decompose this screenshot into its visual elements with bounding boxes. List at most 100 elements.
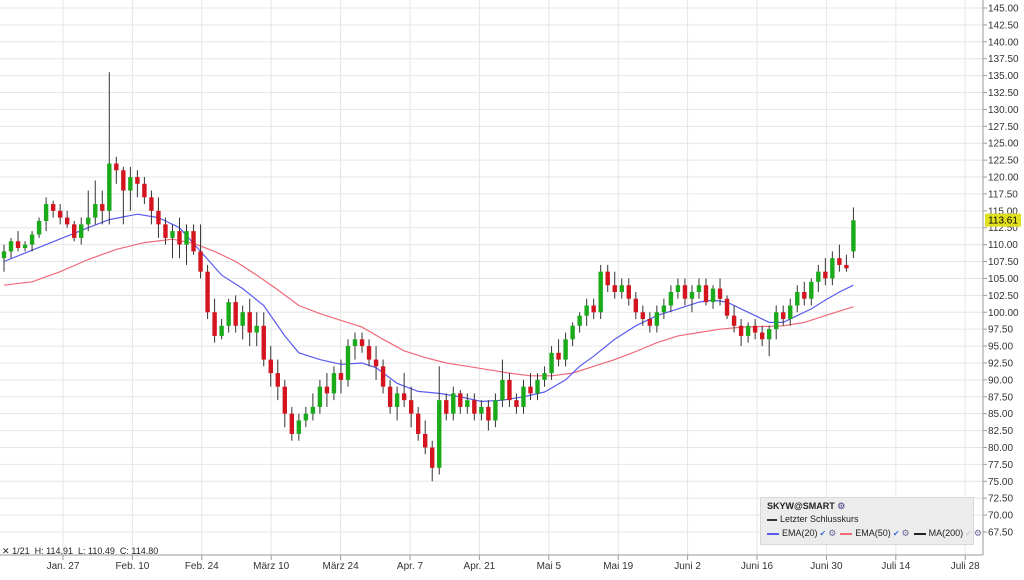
- info-close: C: 114.80: [119, 546, 159, 556]
- candle-body: [423, 433, 428, 448]
- candle: [57, 204, 63, 225]
- candle-body: [275, 373, 280, 387]
- candle-body: [612, 285, 617, 292]
- candle: [507, 373, 512, 407]
- x-axis-ticks: Jan. 27 Feb. 10 Feb. 24 März 10 März 24 Apr. …: [47, 555, 980, 572]
- candle-body: [93, 204, 98, 218]
- gear-icon[interactable]: ⚙: [973, 528, 982, 538]
- y-tick-label: 140.00: [988, 37, 1019, 48]
- candle: [542, 366, 547, 387]
- close-icon[interactable]: ✕: [2, 546, 10, 556]
- candle: [135, 170, 140, 198]
- candle-body: [584, 305, 589, 316]
- candle-body: [844, 264, 849, 269]
- y-tick-label: 67.50: [988, 528, 1013, 539]
- x-tick-label: März 24: [323, 561, 360, 572]
- check-icon[interactable]: ✔: [965, 529, 972, 538]
- candle: [387, 379, 393, 414]
- candle-body: [528, 386, 533, 394]
- legend-ema20-label[interactable]: EMA(20): [782, 528, 818, 538]
- candle: [86, 190, 91, 232]
- candle-body: [682, 285, 688, 299]
- y-axis-ticks: 145.00 142.50 140.00 137.50 135.00 132.50 130.…: [983, 4, 1019, 539]
- candle-body: [254, 325, 259, 333]
- candle: [479, 400, 484, 421]
- candle-body: [465, 400, 470, 407]
- candle-body: [135, 177, 140, 184]
- x-tick-label: Juni 16: [741, 561, 774, 572]
- candle-body: [415, 413, 421, 434]
- candle-body: [72, 224, 77, 238]
- candle: [324, 373, 330, 407]
- candle: [107, 72, 112, 225]
- candle: [184, 224, 189, 265]
- gear-icon[interactable]: ⚙: [901, 528, 910, 538]
- candle-body: [837, 258, 842, 265]
- legend-symbol: SKYW@SMART: [767, 501, 835, 511]
- candle: [563, 332, 568, 367]
- candle: [759, 325, 765, 347]
- candle-body: [556, 352, 561, 360]
- candle: [612, 271, 617, 299]
- candle: [837, 244, 842, 272]
- candle-body: [310, 406, 316, 414]
- y-tick-label: 87.50: [988, 392, 1013, 403]
- candle-body: [366, 346, 372, 360]
- y-tick-label: 110.00: [988, 240, 1018, 251]
- candle: [8, 237, 14, 259]
- gear-icon[interactable]: ⚙: [837, 501, 846, 511]
- candle-body: [22, 244, 28, 249]
- candle: [163, 217, 168, 245]
- candle: [247, 298, 252, 347]
- check-icon[interactable]: ✔: [819, 529, 827, 538]
- candle-body: [689, 291, 695, 299]
- x-tick-label: Mai 19: [603, 561, 633, 572]
- x-tick-label: Juli 28: [951, 561, 980, 572]
- candle: [170, 224, 175, 259]
- last-price-badge: [985, 213, 1021, 227]
- candle: [121, 166, 126, 225]
- x-tick-label: Apr. 21: [464, 561, 496, 572]
- candle: [79, 217, 84, 245]
- gear-icon[interactable]: ⚙: [828, 528, 837, 538]
- y-tick-label: 100.00: [988, 308, 1019, 319]
- candle: [795, 285, 800, 313]
- x-tick-label: Apr. 7: [397, 561, 424, 572]
- candle-body: [338, 373, 344, 380]
- legend-ma200-label[interactable]: MA(200): [928, 528, 964, 538]
- candle: [408, 386, 414, 428]
- candle-body: [626, 285, 631, 299]
- candle: [289, 406, 295, 441]
- candle-body: [324, 386, 330, 394]
- check-icon[interactable]: ✔: [892, 529, 900, 538]
- candle-body: [619, 285, 624, 292]
- candle: [774, 305, 779, 340]
- candle-body: [1, 251, 7, 259]
- candle-body: [50, 204, 56, 211]
- candle-body: [605, 271, 610, 286]
- candle-body: [766, 329, 772, 340]
- candle-body: [647, 319, 653, 326]
- candle: [816, 264, 821, 292]
- legend-row-last-close: Letzter Schlusskurs: [767, 514, 859, 524]
- x-tick-label: Jan. 27: [47, 561, 80, 572]
- x-tick-label: Juni 2: [674, 561, 701, 572]
- y-tick-label: 132.50: [988, 88, 1019, 99]
- legend[interactable]: SKYW@SMART ⚙ Letzter Schlusskurs EMA(20)…: [760, 497, 982, 545]
- candle-body: [458, 393, 463, 407]
- candle: [619, 278, 624, 299]
- candle: [633, 291, 638, 320]
- ema20-line: [3, 213, 854, 403]
- candle-body: [752, 325, 758, 333]
- candle: [282, 379, 287, 428]
- y-tick-label: 117.50: [988, 189, 1018, 200]
- y-tick-label: 115.00: [988, 206, 1018, 217]
- candle-body: [121, 170, 126, 191]
- legend-ema50-label[interactable]: EMA(50): [855, 528, 891, 538]
- candle-body: [387, 386, 393, 407]
- candle-body: [591, 305, 596, 313]
- info-date: 1/21: [12, 546, 30, 556]
- candle-body: [830, 258, 835, 279]
- x-tick-label: Mai 5: [537, 561, 562, 572]
